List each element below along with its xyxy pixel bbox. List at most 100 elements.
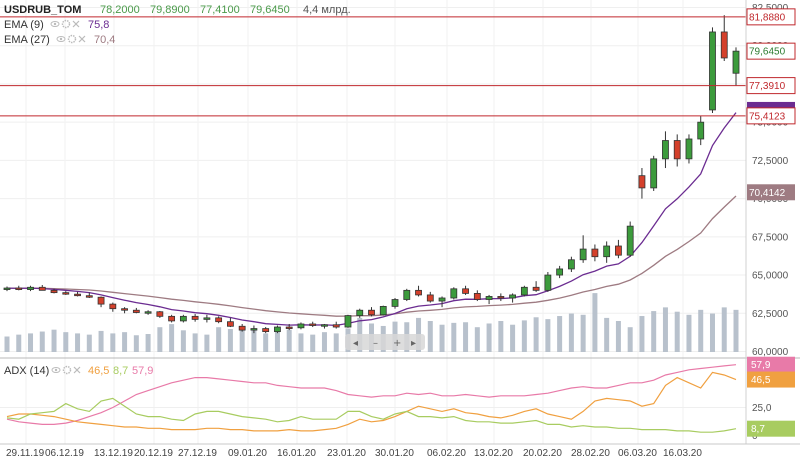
date-tick-label: 20.12.19 [134, 448, 173, 459]
volume-bar [474, 327, 480, 352]
volume-bar [498, 321, 504, 352]
gear-icon[interactable] [67, 34, 77, 44]
pdi-line [6, 397, 737, 433]
close-tag-bg [746, 42, 796, 60]
candle-body [109, 303, 117, 310]
date-tick-label: 06.02.20 [427, 448, 466, 459]
volume-bar [580, 314, 586, 352]
candle-body [274, 326, 281, 333]
ema27-tag-bg [747, 184, 795, 201]
candle-body [344, 315, 352, 328]
gear-icon[interactable] [61, 19, 71, 29]
volume-bar [427, 321, 433, 352]
zoom-in-icon[interactable]: + [393, 338, 401, 349]
date-tick-label: 06.03.20 [618, 448, 657, 459]
close-tag: 79,6450 [746, 42, 796, 60]
volume-bar [333, 333, 339, 352]
volume-bar [674, 311, 680, 352]
eye-icon[interactable] [56, 36, 66, 42]
eye-icon[interactable] [51, 367, 61, 373]
candle-body [203, 317, 211, 320]
scroll-left-icon[interactable]: ◂ [353, 338, 358, 349]
candle-body [297, 323, 305, 329]
ema9-label: EMA (9) [4, 19, 44, 31]
mdi-tag-bg [747, 356, 795, 373]
candle-body [3, 287, 11, 290]
price-tick-label: 67,5000 [752, 232, 789, 243]
candle-body [438, 297, 446, 302]
volume-bar [533, 317, 539, 352]
level-tag-bg [746, 107, 796, 125]
ema9-line [6, 112, 737, 327]
high-value: 79,8900 [150, 4, 190, 16]
volume-bar [251, 328, 257, 352]
volume-bar [263, 333, 269, 352]
candle-body [309, 323, 317, 326]
volume-bar [604, 317, 610, 352]
volume-bar [698, 309, 704, 352]
volume-bar [545, 319, 551, 352]
candle-body [368, 309, 375, 316]
adx-tag-text: 46,5 [751, 375, 771, 386]
pdi-tag-text: 8,7 [751, 424, 765, 435]
volume-bar [451, 322, 457, 352]
date-tick-label: 28.02.20 [571, 448, 610, 459]
candle-body [38, 286, 46, 291]
volume-bar [662, 307, 668, 352]
candle-body [15, 287, 23, 290]
adx-value: 46,5 [88, 365, 109, 377]
candle-body [638, 175, 646, 189]
candle-body [27, 286, 34, 290]
ema9-path [6, 112, 737, 327]
candle-body [509, 294, 516, 299]
level-tag: 75,4123 [746, 107, 796, 125]
volume-bar [615, 321, 621, 352]
candle-body [62, 292, 70, 295]
price-panel[interactable] [0, 0, 746, 355]
horizontal-levels[interactable] [0, 16, 746, 117]
gear-icon[interactable] [62, 365, 72, 375]
adx-legend: ADX (14) 46,5 8,7 57,9 [4, 365, 153, 377]
candle-body [697, 121, 705, 140]
zoom-out-icon[interactable]: – [373, 338, 378, 349]
date-tick-label: 09.01.20 [228, 448, 267, 459]
volume-bar [122, 332, 128, 352]
candle-body [650, 158, 658, 189]
volume-bar [439, 324, 445, 352]
volume-bar [98, 330, 104, 352]
volume-bar [204, 334, 210, 352]
volume-bar [110, 333, 116, 352]
volume-bar [192, 333, 198, 352]
mdi-value: 57,9 [132, 365, 153, 377]
scroll-right-icon[interactable]: ▸ [411, 338, 416, 349]
volume-bar [157, 327, 163, 352]
candle-body [74, 293, 81, 297]
candle-body [426, 294, 434, 302]
volume-bar [51, 329, 57, 352]
volume-bar [39, 331, 45, 352]
adx-tag: 46,5 [747, 371, 795, 388]
close-icon[interactable] [73, 366, 81, 374]
level-tag-text: 81,8880 [749, 12, 786, 23]
candle-body [615, 245, 622, 256]
date-tick-label: 13.12.19 [94, 448, 133, 459]
scroll-navigator[interactable]: ◂ – + ▸ [345, 334, 425, 350]
level-tag: 77,3910 [746, 77, 796, 95]
volume-bar [86, 334, 92, 352]
date-tick-label: 23.01.20 [327, 448, 366, 459]
volume-bar [709, 313, 715, 352]
close-icon[interactable] [78, 35, 86, 43]
volume-bar [169, 324, 175, 352]
eye-icon[interactable] [50, 21, 60, 27]
close-icon[interactable] [72, 20, 80, 28]
candle-body [238, 325, 246, 331]
candle-body [379, 305, 387, 316]
volume-bar [463, 322, 469, 352]
candle-body [321, 324, 328, 327]
candle-body [415, 289, 422, 296]
volume-bar [133, 335, 139, 352]
volume-bar [227, 329, 233, 352]
candle-body [50, 289, 58, 294]
volume-bar [321, 332, 327, 352]
